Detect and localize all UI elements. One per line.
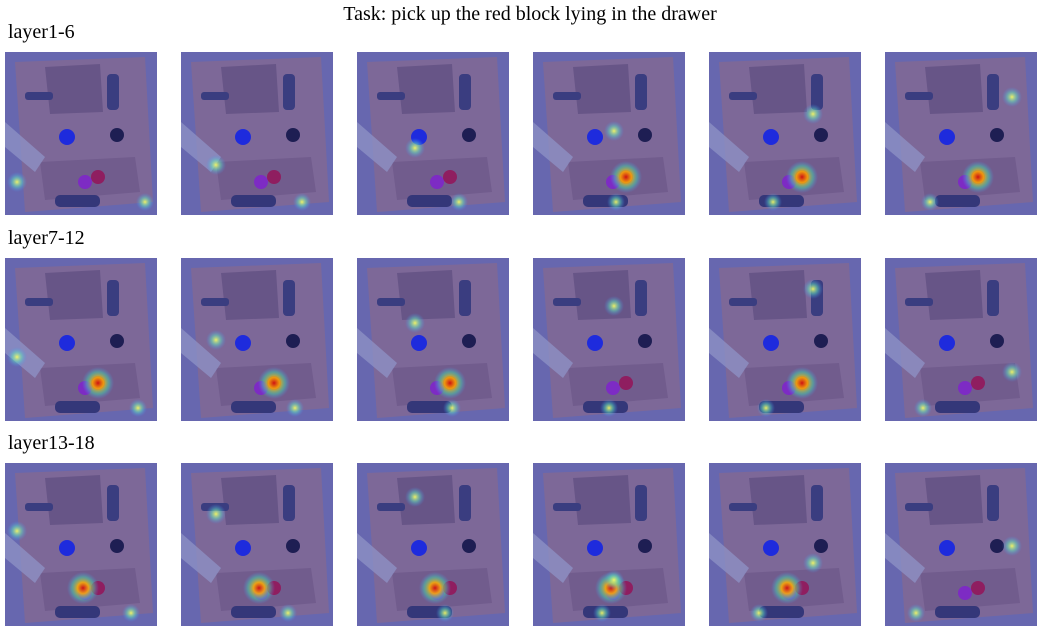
shade [5, 258, 157, 421]
heat-spot [129, 399, 147, 417]
attention-map [533, 52, 685, 215]
heat-spot [1002, 87, 1022, 107]
heat-spot [771, 572, 803, 604]
heat-spot [914, 399, 932, 417]
heat-spot [258, 367, 290, 399]
shade [357, 258, 509, 421]
attention-map [885, 258, 1037, 421]
attention-map [181, 52, 333, 215]
heat-spot [405, 313, 425, 333]
shade [709, 258, 861, 421]
figure-title: Task: pick up the red block lying in the… [343, 3, 717, 25]
heat-spot [206, 155, 226, 175]
heat-spot [286, 399, 304, 417]
shade [709, 52, 861, 215]
heat-spot [1002, 362, 1022, 382]
heat-spot [206, 504, 226, 524]
heat-spot [786, 367, 818, 399]
shade [5, 52, 157, 215]
attention-map [181, 258, 333, 421]
row-label: layer13-18 [8, 432, 95, 454]
heat-spot [803, 279, 823, 299]
attention-map [709, 52, 861, 215]
heat-spot [419, 572, 451, 604]
heat-spot [907, 604, 925, 622]
heat-spot [7, 172, 27, 192]
shade [533, 258, 685, 421]
heat-spot [757, 399, 775, 417]
heat-spot [450, 193, 468, 211]
heat-spot [405, 138, 425, 158]
heat-spot [764, 193, 782, 211]
shade [357, 52, 509, 215]
heat-spot [962, 161, 994, 193]
attention-map [181, 463, 333, 626]
heat-spot [436, 604, 454, 622]
attention-map [5, 52, 157, 215]
heat-spot [803, 104, 823, 124]
shade [885, 52, 1037, 215]
heat-spot [600, 399, 618, 417]
heat-spot [434, 367, 466, 399]
attention-map [533, 463, 685, 626]
heat-spot [136, 193, 154, 211]
heat-spot [750, 604, 768, 622]
attention-map [885, 52, 1037, 215]
row-label: layer1-6 [8, 21, 75, 43]
heat-spot [604, 570, 624, 590]
attention-map [885, 463, 1037, 626]
heat-spot [206, 330, 226, 350]
heat-spot [593, 604, 611, 622]
heat-spot [786, 161, 818, 193]
attention-map [5, 463, 157, 626]
heat-spot [604, 121, 624, 141]
attention-map [709, 463, 861, 626]
shade [181, 258, 333, 421]
heat-spot [604, 296, 624, 316]
heat-spot [921, 193, 939, 211]
attention-map [357, 463, 509, 626]
attention-map [357, 258, 509, 421]
shade [885, 258, 1037, 421]
attention-map [709, 258, 861, 421]
heat-spot [122, 604, 140, 622]
attention-map [357, 52, 509, 215]
heat-spot [279, 604, 297, 622]
heat-spot [610, 161, 642, 193]
shade [181, 52, 333, 215]
attention-map [5, 258, 157, 421]
heat-spot [7, 347, 27, 367]
heat-spot [803, 553, 823, 573]
heat-spot [293, 193, 311, 211]
attention-map [533, 258, 685, 421]
row-label: layer7-12 [8, 227, 85, 249]
heat-spot [405, 487, 425, 507]
figure: Task: pick up the red block lying in the… [0, 0, 1042, 626]
heat-spot [67, 572, 99, 604]
heat-spot [243, 572, 275, 604]
heat-spot [7, 521, 27, 541]
heat-spot [82, 367, 114, 399]
heat-spot [1002, 536, 1022, 556]
heat-spot [443, 399, 461, 417]
heat-spot [607, 193, 625, 211]
